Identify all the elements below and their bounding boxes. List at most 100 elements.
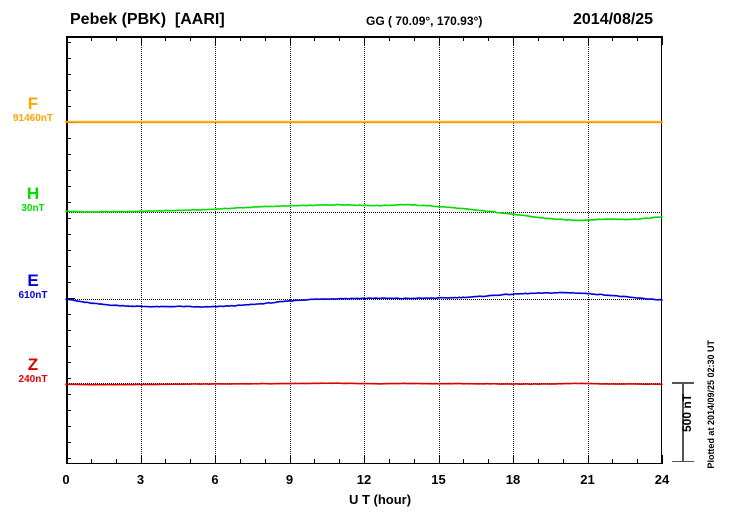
y-tick — [66, 426, 71, 427]
x-tick-top-8 — [264, 36, 266, 41]
x-tick-bot-3 — [140, 455, 142, 464]
x-tick-bot-1 — [90, 459, 92, 464]
component-glyph-H: H — [26, 184, 40, 203]
y-tick — [66, 234, 71, 235]
y-tick — [66, 106, 71, 107]
x-tick-bot-14 — [413, 459, 415, 464]
plot-area — [64, 36, 664, 464]
gridline-hour-18 — [513, 36, 515, 464]
x-tick-top-2 — [115, 36, 117, 41]
x-tick-label-24: 24 — [654, 472, 670, 487]
gridline-hour-9 — [289, 36, 292, 464]
x-tick-label-3: 3 — [136, 472, 145, 487]
baseline-Z — [66, 383, 662, 384]
y-tick — [66, 362, 71, 363]
y-tick — [66, 266, 71, 267]
baseline-H — [66, 212, 662, 213]
x-tick-bot-6 — [215, 455, 216, 464]
component-label-H: H 30nT — [2, 185, 64, 215]
y-tick — [66, 410, 71, 411]
x-tick-label-15: 15 — [431, 472, 446, 487]
scale-bar-cap-bottom — [672, 460, 694, 462]
x-tick-top-7 — [239, 36, 241, 41]
x-tick-top-22 — [612, 36, 614, 41]
component-glyph-E: E — [27, 271, 39, 290]
baseline-E — [66, 299, 662, 300]
x-tick-top-20 — [562, 36, 564, 41]
x-tick-label-12: 12 — [356, 472, 372, 487]
page-title: Pebek (PBK) [AARI] — [70, 11, 225, 28]
scale-bar-vertical — [682, 382, 684, 462]
y-tick — [66, 330, 71, 331]
x-tick-bot-17 — [488, 459, 490, 464]
x-tick-top-19 — [537, 36, 539, 41]
gridline-hour-21 — [587, 36, 590, 464]
x-tick-top-15 — [438, 36, 440, 45]
y-tick — [66, 154, 71, 155]
x-tick-bot-5 — [190, 459, 192, 464]
y-tick — [66, 90, 71, 91]
component-value-Z: 240nT — [18, 374, 48, 385]
component-value-E: 610nT — [18, 290, 48, 301]
x-tick-bot-24 — [662, 455, 663, 464]
baseline-F — [66, 122, 662, 123]
x-tick-bot-22 — [612, 459, 614, 464]
x-tick-top-23 — [637, 36, 639, 41]
x-tick-top-24 — [662, 36, 663, 45]
component-label-E: E 610nT — [2, 272, 64, 302]
y-tick — [66, 346, 71, 347]
x-tick-top-16 — [463, 36, 465, 41]
x-tick-bot-21 — [587, 455, 589, 464]
gridline-hour-3 — [140, 36, 143, 464]
x-tick-top-3 — [140, 36, 142, 45]
x-tick-bot-12 — [364, 455, 365, 464]
y-tick — [66, 138, 71, 139]
x-tick-bot-13 — [388, 459, 390, 464]
x-tick-label-18: 18 — [505, 472, 521, 487]
component-value-H: 30nT — [21, 203, 45, 214]
x-tick-top-9 — [289, 36, 291, 45]
x-tick-bot-4 — [165, 459, 167, 464]
x-axis-title: U T (hour) — [0, 492, 730, 507]
scale-bar — [672, 382, 694, 462]
y-tick — [66, 58, 71, 59]
y-tick — [66, 394, 71, 395]
x-tick-bot-7 — [239, 459, 241, 464]
x-tick-bot-10 — [314, 459, 316, 464]
x-tick-top-5 — [190, 36, 192, 41]
gridline-hour-6 — [215, 36, 217, 464]
component-value-F: 91460nT — [12, 113, 54, 124]
x-tick-top-17 — [488, 36, 490, 41]
x-tick-bot-2 — [115, 459, 117, 464]
x-tick-bot-16 — [463, 459, 465, 464]
x-tick-bot-23 — [637, 459, 639, 464]
y-tick — [66, 442, 71, 443]
plotted-at-timestamp: Plotted at 2014/09/25 02:30 UT — [706, 340, 716, 469]
component-glyph-Z: Z — [27, 355, 39, 374]
component-label-Z: Z 240nT — [2, 356, 64, 386]
y-tick — [66, 170, 71, 171]
x-tick-label-6: 6 — [211, 472, 219, 487]
y-tick — [66, 458, 71, 459]
y-tick — [66, 314, 71, 315]
component-label-F: F 91460nT — [2, 95, 64, 125]
x-tick-bot-0 — [66, 455, 67, 464]
scale-bar-label: 500 nT — [680, 394, 694, 433]
x-tick-top-11 — [339, 36, 341, 41]
y-tick — [66, 282, 71, 283]
x-tick-bot-18 — [513, 455, 514, 464]
x-axis-title-text: U T (hour) — [348, 492, 412, 507]
x-tick-bot-20 — [562, 459, 564, 464]
x-tick-top-14 — [413, 36, 415, 41]
x-tick-bot-11 — [339, 459, 341, 464]
gridline-hour-12 — [364, 36, 366, 464]
y-tick — [66, 202, 71, 203]
x-tick-label-9: 9 — [285, 472, 294, 487]
x-tick-bot-8 — [264, 459, 266, 464]
x-tick-bot-15 — [438, 455, 440, 464]
x-tick-top-21 — [587, 36, 589, 45]
x-tick-label-21: 21 — [580, 472, 595, 487]
x-tick-top-13 — [388, 36, 390, 41]
axis-right — [660, 36, 662, 464]
